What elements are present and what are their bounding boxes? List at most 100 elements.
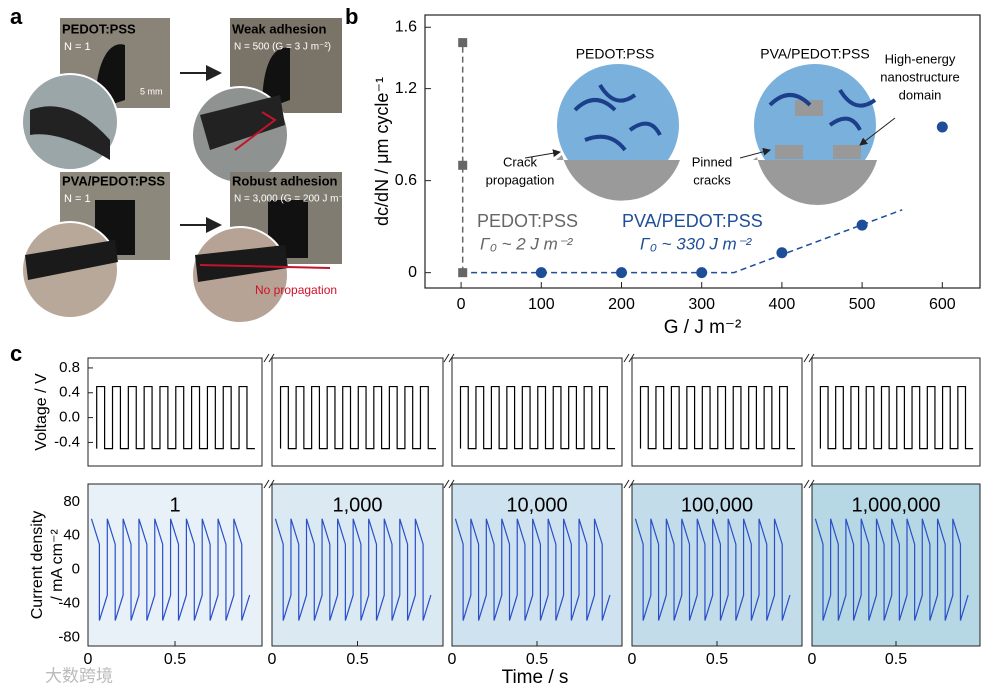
data-point	[776, 247, 788, 259]
segment-frame	[631, 357, 803, 467]
segment-background	[87, 483, 263, 647]
data-point	[535, 267, 547, 279]
annotation: Pinned	[692, 154, 732, 169]
x-tick-label: 0.5	[706, 651, 728, 668]
inset-title: PVA/PEDOT:PSS	[760, 46, 869, 62]
x-tick-label: 600	[929, 296, 956, 313]
series-label: PEDOT:PSS	[477, 211, 578, 231]
axis-break	[263, 353, 275, 363]
data-point	[936, 121, 948, 133]
inset-title: PEDOT:PSS	[576, 46, 655, 62]
panel-label: b	[345, 4, 358, 29]
annotation: Γ₀ ~ 330 J m⁻²	[640, 234, 753, 253]
y-axis-label: Current density	[29, 511, 46, 620]
fit-line	[461, 209, 903, 274]
photo-title: Robust adhesion	[232, 173, 338, 188]
y-axis-label: dc/dN / μm cycle⁻¹	[372, 77, 392, 226]
data-point	[856, 219, 868, 231]
voltage-trace	[279, 385, 437, 450]
photo-caption: N = 1	[64, 193, 91, 205]
annotation: Crack	[503, 154, 537, 169]
x-tick-label: 0.5	[346, 651, 368, 668]
axis-break	[443, 353, 455, 363]
x-tick-label: 0.5	[164, 651, 186, 668]
segment-label: 1,000,000	[852, 494, 941, 516]
x-tick-label: 0	[457, 296, 466, 313]
data-point	[696, 267, 708, 279]
segment-background	[811, 483, 981, 647]
segment-frame	[271, 357, 444, 467]
voltage-trace	[459, 385, 616, 450]
y-tick-label: 80	[63, 493, 80, 510]
axis-break	[623, 353, 635, 363]
axis-break	[803, 479, 815, 489]
current-trace	[634, 518, 791, 621]
y-tick-label: 1.2	[395, 80, 417, 97]
y-tick-label: -0.4	[54, 433, 80, 450]
x-tick-label: 100	[528, 296, 555, 313]
annotation: nanostructure	[880, 69, 960, 84]
y-tick-label: 1.6	[395, 18, 417, 35]
data-point	[458, 160, 468, 170]
photo-panel	[21, 18, 342, 324]
axis-break	[443, 479, 455, 489]
segment-background	[271, 483, 444, 647]
y-axis-label: Voltage / V	[33, 373, 50, 451]
data-point	[458, 268, 468, 278]
segment-frame	[451, 357, 623, 467]
current-trace	[274, 518, 432, 621]
plot-frame	[424, 14, 981, 289]
segment-label: 1,000	[332, 494, 382, 516]
x-tick-label: 0.5	[885, 651, 907, 668]
x-axis-label: Time / s	[502, 667, 569, 688]
segment-frame	[87, 357, 263, 467]
x-tick-label: 0	[448, 651, 457, 668]
axis-break	[263, 479, 275, 489]
y-tick-label: 40	[63, 527, 80, 544]
segment-label: 1	[169, 494, 180, 516]
series-label: PVA/PEDOT:PSS	[622, 211, 763, 231]
axis-break	[623, 479, 635, 489]
y-tick-label: -40	[58, 595, 80, 612]
photo-note: No propagation	[255, 283, 337, 297]
y-axis-label: / mA cm⁻²	[49, 529, 66, 601]
segment-label: 10,000	[506, 494, 567, 516]
photo-caption: N = 1	[64, 41, 91, 53]
annotation: propagation	[486, 172, 555, 187]
segment-background	[631, 483, 803, 647]
annotation: Γ₀ ~ 2 J m⁻²	[480, 234, 574, 253]
inset-drawings	[524, 62, 896, 205]
data-point	[458, 38, 468, 48]
current-trace	[454, 518, 611, 621]
current-trace	[90, 518, 251, 621]
x-tick-label: 500	[849, 296, 876, 313]
x-tick-label: 0	[268, 651, 277, 668]
annotation: domain	[899, 87, 942, 102]
x-axis-label: G / J m⁻²	[664, 317, 742, 338]
voltage-trace	[819, 385, 974, 450]
x-tick-label: 0	[84, 651, 93, 668]
panel-label: a	[10, 4, 23, 29]
annotation: cracks	[693, 172, 731, 187]
x-tick-label: 0	[808, 651, 817, 668]
x-tick-label: 200	[608, 296, 635, 313]
voltage-trace	[96, 385, 255, 450]
segment-background	[451, 483, 623, 647]
y-tick-label: -80	[58, 628, 80, 645]
data-point	[615, 267, 627, 279]
y-tick-label: 0.4	[59, 384, 80, 401]
annotation: High-energy	[885, 51, 956, 66]
x-tick-label: 400	[769, 296, 796, 313]
voltage-trace	[639, 385, 796, 450]
scale-bar: 5 mm	[140, 86, 163, 96]
x-tick-label: 0	[628, 651, 637, 668]
photo-title: PEDOT:PSS	[62, 21, 136, 36]
y-tick-label: 0.6	[395, 172, 417, 189]
y-tick-label: 0.0	[59, 409, 80, 426]
current-trace	[814, 518, 969, 621]
photo-title: PVA/PEDOT:PSS	[62, 173, 165, 188]
photo-title: Weak adhesion	[232, 21, 326, 36]
y-tick-label: 0	[408, 264, 417, 281]
watermark: 大数跨境	[45, 666, 113, 685]
